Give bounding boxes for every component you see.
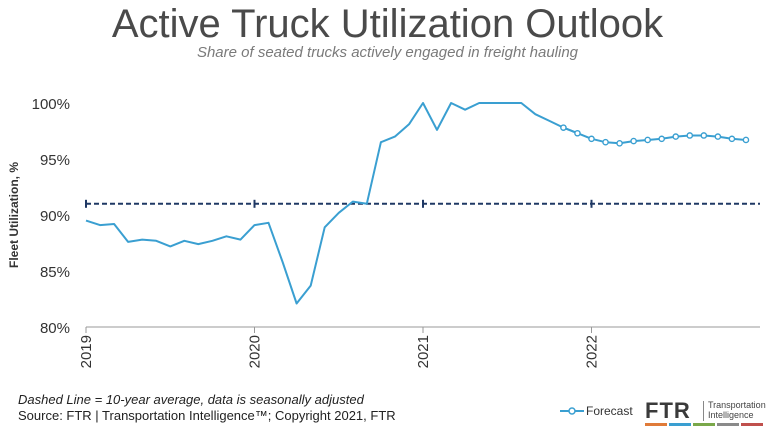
forecast-point xyxy=(602,138,609,146)
forecast-point xyxy=(672,133,680,140)
logo-tagline: Transportation Intelligence xyxy=(708,400,766,420)
y-axis-label: Fleet Utilization, % xyxy=(7,162,21,268)
y-tick-label: 95% xyxy=(40,152,70,169)
legend-forecast-label: Forecast xyxy=(586,404,633,418)
chart-note: Dashed Line = 10-year average, data is s… xyxy=(18,392,364,407)
x-tick-label: 2022 xyxy=(584,335,601,368)
x-tick-label: 2021 xyxy=(415,335,432,368)
logo-color-bars xyxy=(645,423,765,426)
logo-separator xyxy=(703,401,704,421)
x-tick-label: 2019 xyxy=(78,335,95,368)
ftr-logo: FTR Transportation Intelligence xyxy=(645,398,770,426)
logo-color-bar xyxy=(645,423,667,426)
forecast-point xyxy=(630,137,637,145)
forecast-point xyxy=(714,133,722,140)
legend: Forecast xyxy=(560,404,633,418)
chart-title: Active Truck Utilization Outlook xyxy=(111,2,664,46)
logo-wordmark: FTR xyxy=(645,398,691,423)
logo-tagline-line-2: Intelligence xyxy=(708,410,754,420)
forecast-point xyxy=(658,135,666,143)
x-tick-label: 2020 xyxy=(247,335,264,368)
logo-color-bar xyxy=(741,423,763,426)
y-tick-label: 85% xyxy=(40,264,70,281)
forecast-point xyxy=(616,140,623,147)
actual-series-line xyxy=(85,102,578,305)
logo-color-bar xyxy=(693,423,715,426)
forecast-point xyxy=(700,132,708,139)
y-tick-label: 100% xyxy=(32,96,70,113)
forecast-point xyxy=(574,129,581,137)
logo-tagline-line-1: Transportation xyxy=(708,400,766,410)
forecast-point xyxy=(588,135,595,143)
chart-source: Source: FTR | Transportation Intelligenc… xyxy=(18,408,396,423)
y-tick-label: 80% xyxy=(40,320,70,337)
logo-color-bar xyxy=(669,423,691,426)
chart-subtitle: Share of seated trucks actively engaged … xyxy=(196,44,579,61)
y-tick-label: 90% xyxy=(40,208,70,225)
forecast-point xyxy=(644,136,651,144)
forecast-point xyxy=(560,124,567,131)
forecast-point xyxy=(686,132,694,139)
line-chart: Fleet Utilization, % 80% 85% 90% 95% 100% 20… xyxy=(7,96,760,368)
legend-forecast-marker xyxy=(560,407,584,415)
forecast-point xyxy=(742,136,750,144)
forecast-point xyxy=(728,135,736,143)
logo-color-bar xyxy=(717,423,739,426)
